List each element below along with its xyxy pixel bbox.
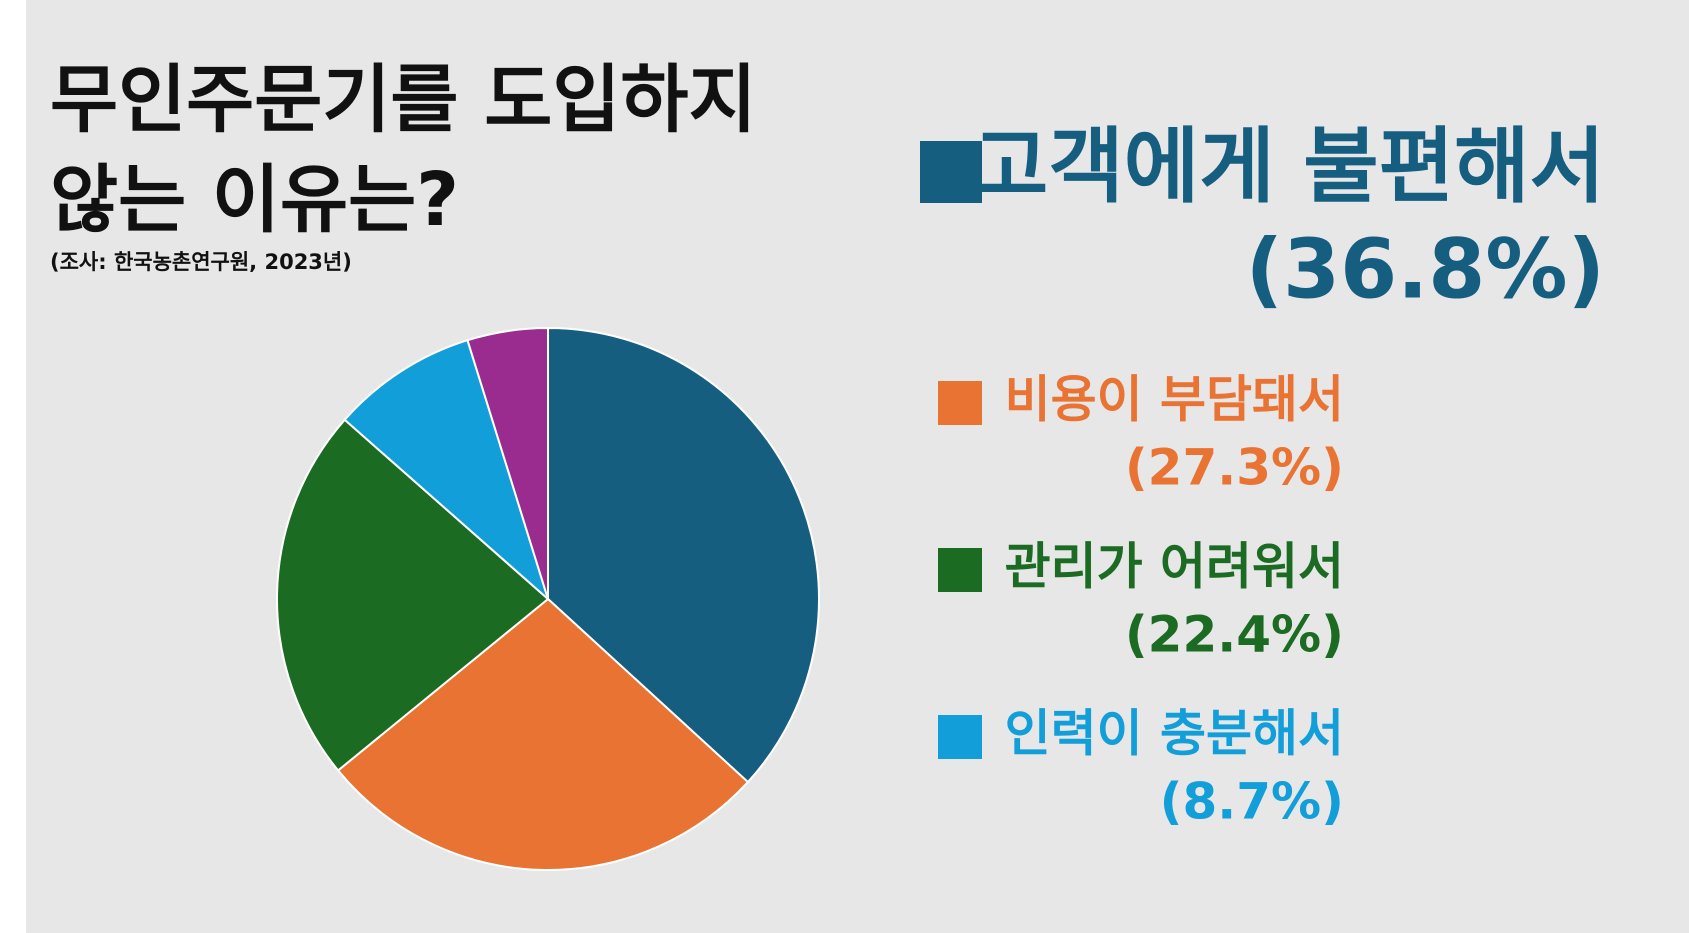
background [26, 0, 1689, 933]
pie-slice [276, 418, 550, 772]
legend-swatch [938, 381, 982, 425]
value-label: (27.3%) [1125, 439, 1344, 497]
value-label: (8.7%) [1160, 773, 1344, 831]
legend-label: 관리가 어려워서 [1005, 538, 1344, 596]
legend-swatch [938, 715, 982, 759]
legend-label: 비용이 부담돼서 [1005, 371, 1344, 429]
legend-label: 고객에게 불편해서 [973, 119, 1605, 214]
chart-subtitle: (조사: 한국농촌연구원, 2023년) [50, 250, 352, 274]
legend-swatch [920, 141, 982, 203]
value-label: (36.8%) [1246, 222, 1605, 317]
pie-slice [466, 326, 549, 600]
legend-swatch [938, 548, 982, 592]
legend-label: 인력이 충분해서 [1005, 705, 1344, 763]
pie-slice [343, 338, 551, 603]
chart-title: 무인주문기를 도입하지 않는 이유는? [50, 57, 757, 243]
value-label: (22.4%) [1125, 606, 1344, 664]
pie-slice [547, 326, 820, 784]
pie-slice [336, 597, 750, 871]
